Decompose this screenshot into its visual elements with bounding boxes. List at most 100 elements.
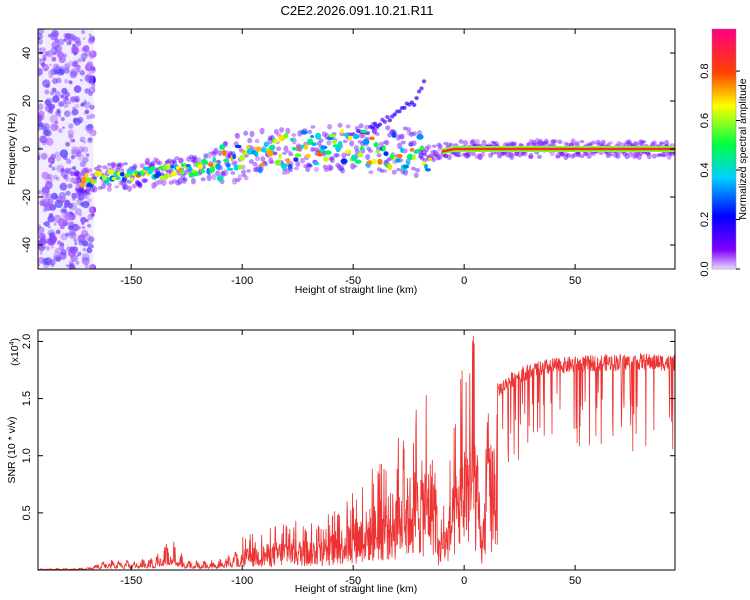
heatmap-speckle	[88, 249, 93, 253]
heatmap-core-peak	[601, 147, 604, 151]
heatmap-haze-cell	[213, 147, 219, 155]
heatmap-haze-cell	[350, 163, 356, 170]
heatmap-speckle	[87, 198, 92, 203]
heatmap-blob	[232, 153, 237, 160]
heatmap-branch-cell	[387, 118, 392, 123]
heatmap-blob	[283, 132, 289, 139]
heatmap-blob	[286, 157, 290, 164]
heatmap-blob	[263, 141, 269, 148]
heatmap-speckle	[89, 104, 95, 110]
heatmap-haze-cell	[391, 169, 397, 175]
heatmap-haze-cell	[638, 139, 644, 146]
heatmap-core-peak	[521, 147, 525, 151]
heatmap-haze-cell	[666, 152, 672, 156]
heatmap-branch-cell	[412, 103, 417, 107]
heatmap-speckle	[39, 59, 46, 66]
heatmap-haze-cell	[342, 139, 348, 144]
heatmap-core-peak	[665, 147, 668, 151]
heatmap-speckle	[73, 117, 82, 126]
heatmap-haze-cell	[235, 132, 241, 140]
heatmap-core-peak	[498, 147, 501, 151]
heatmap-speckle	[52, 63, 60, 71]
heatmap-core-peak	[461, 147, 464, 151]
heatmap-speckle-region	[38, 29, 97, 269]
heatmap-blob	[199, 169, 206, 174]
heatmap-haze-cell	[243, 175, 249, 181]
heatmap-core-peak	[443, 149, 446, 153]
heatmap-blob	[406, 160, 410, 166]
heatmap-core-peak	[589, 147, 592, 151]
heatmap-haze-cell	[539, 142, 545, 146]
heatmap-haze-cell	[669, 151, 675, 157]
heatmap-speckle	[38, 103, 44, 111]
heatmap-speckle	[83, 45, 90, 52]
heatmap-speckle	[46, 50, 54, 58]
heatmap-blob	[84, 172, 89, 179]
heatmap-blob	[352, 133, 360, 140]
heatmap-blob	[425, 168, 431, 172]
heatmap-haze-cell	[322, 164, 328, 169]
heatmap-haze-cell	[310, 146, 315, 153]
heatmap-haze-cell	[639, 140, 645, 147]
heatmap-haze-cell	[497, 152, 503, 157]
heatmap-haze-cell	[452, 151, 458, 155]
heatmap-speckle	[80, 52, 88, 60]
bottom-x-tick-label: 0	[461, 575, 467, 587]
heatmap-haze-cell	[190, 159, 196, 163]
heatmap-haze-cell	[333, 153, 339, 158]
heatmap-core-peak	[529, 147, 532, 151]
heatmap-blob	[362, 138, 370, 145]
heatmap-core-peak	[621, 147, 624, 151]
bottom-y-axis-label: SNR (10 * v/v)	[6, 416, 18, 483]
heatmap-haze-cell	[464, 152, 470, 156]
heatmap-haze-cell	[563, 152, 569, 157]
heatmap-haze-cell	[74, 170, 80, 177]
heatmap-core-peak	[534, 147, 537, 151]
heatmap-haze-cell	[151, 182, 157, 189]
heatmap-haze-cell	[179, 157, 184, 164]
heatmap-core-peak	[559, 147, 562, 151]
heatmap-speckle	[81, 257, 90, 265]
heatmap-haze-cell	[237, 174, 243, 181]
heatmap-core-peak	[642, 147, 645, 151]
heatmap-haze-cell	[465, 153, 471, 159]
heatmap-haze-cell	[382, 169, 388, 173]
heatmap-blobs	[79, 128, 433, 188]
heatmap-haze-cell	[307, 164, 313, 168]
heatmap-speckle	[75, 260, 80, 265]
heatmap-haze-cell	[656, 153, 662, 158]
heatmap-blob	[98, 171, 103, 177]
colorbar-tick-label: 0.4	[699, 162, 711, 177]
heatmap-speckle	[73, 238, 78, 242]
snr-plot-area	[38, 330, 675, 570]
heatmap-haze-cell	[267, 137, 273, 145]
heatmap-haze-cell	[92, 185, 98, 193]
heatmap-haze-cell	[335, 153, 340, 158]
top-y-axis-label: Frequency (Hz)	[6, 113, 18, 185]
heatmap-speckle	[66, 158, 72, 164]
heatmap-speckle	[60, 242, 65, 247]
heatmap-speckle	[40, 62, 46, 67]
heatmap-speckle	[87, 237, 94, 244]
heatmap-speckle	[42, 245, 46, 249]
heatmap-blob	[313, 161, 320, 166]
heatmap-haze-cell	[549, 151, 555, 157]
heatmap-core-peak	[592, 147, 596, 151]
heatmap-speckle	[64, 33, 72, 40]
heatmap-blob	[323, 156, 330, 162]
heatmap-speckle	[78, 146, 85, 153]
heatmap-blob	[79, 183, 86, 188]
heatmap-core-peak	[635, 147, 638, 151]
heatmap-speckle	[63, 99, 67, 103]
heatmap-core-peak	[525, 147, 528, 151]
heatmap-speckle	[54, 199, 63, 209]
heatmap-speckle	[77, 154, 85, 162]
heatmap-blob	[170, 164, 175, 169]
heatmap-haze-cell	[395, 134, 401, 141]
heatmap-speckle	[63, 67, 70, 74]
heatmap-speckle	[49, 232, 54, 237]
heatmap-haze-cell	[241, 173, 247, 177]
heatmap-blob	[278, 134, 286, 142]
heatmap-haze-cell	[550, 139, 556, 145]
heatmap-haze-cell	[77, 190, 83, 194]
